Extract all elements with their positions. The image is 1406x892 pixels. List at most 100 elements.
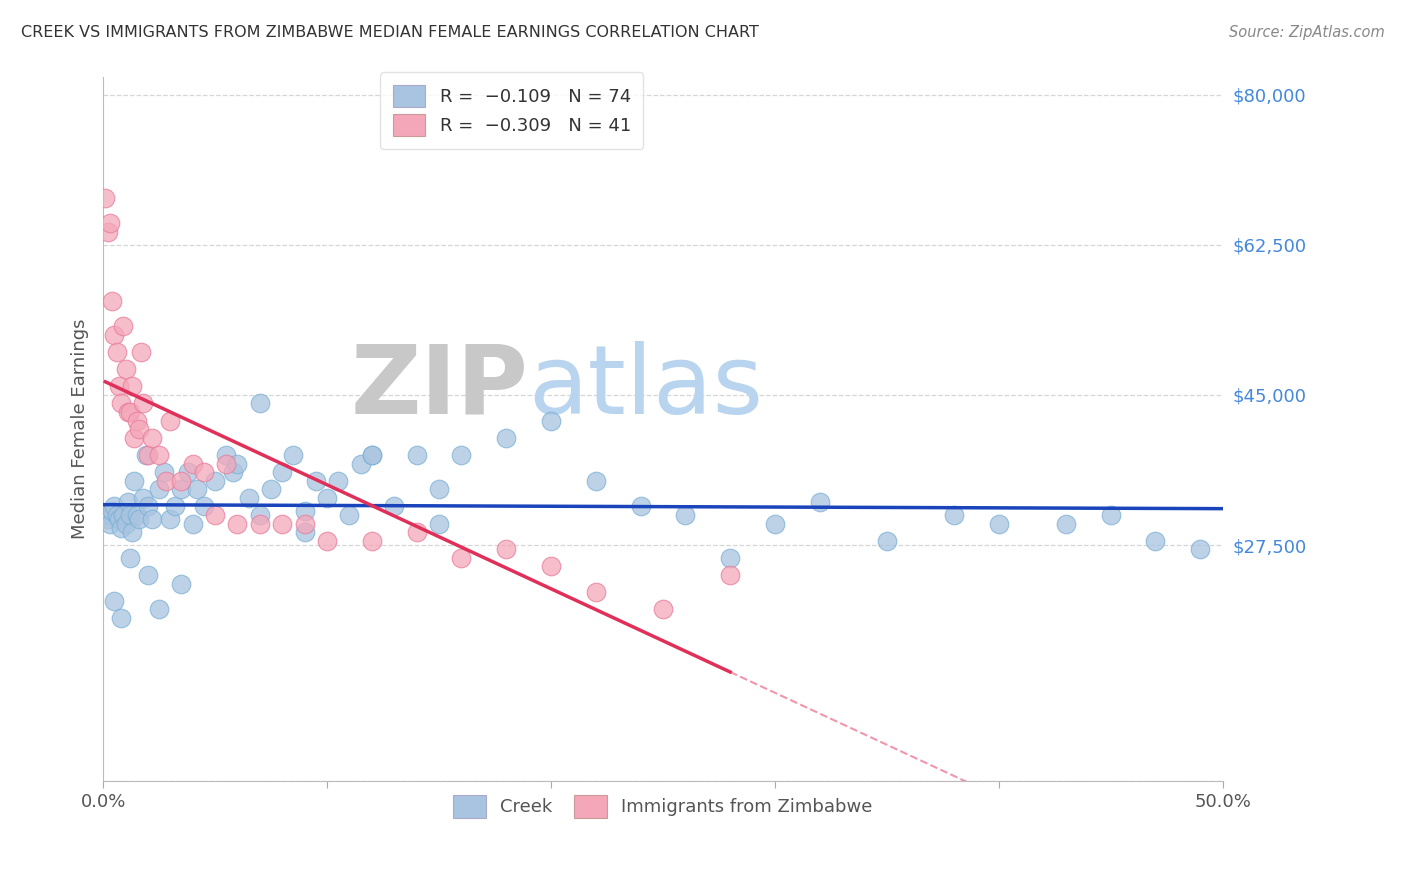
Point bbox=[450, 550, 472, 565]
Point bbox=[1189, 542, 1212, 557]
Point bbox=[132, 491, 155, 505]
Point bbox=[495, 542, 517, 557]
Point bbox=[148, 602, 170, 616]
Point bbox=[124, 431, 146, 445]
Point bbox=[495, 431, 517, 445]
Point bbox=[121, 379, 143, 393]
Point bbox=[112, 508, 135, 522]
Point bbox=[204, 508, 226, 522]
Point bbox=[360, 448, 382, 462]
Point bbox=[339, 508, 361, 522]
Point bbox=[808, 495, 831, 509]
Point bbox=[114, 516, 136, 531]
Point bbox=[226, 457, 249, 471]
Point bbox=[181, 516, 204, 531]
Point bbox=[943, 508, 966, 522]
Point bbox=[110, 611, 132, 625]
Point bbox=[1144, 533, 1167, 548]
Point bbox=[177, 465, 200, 479]
Point bbox=[876, 533, 898, 548]
Point bbox=[260, 483, 283, 497]
Point bbox=[97, 225, 120, 239]
Point bbox=[117, 495, 139, 509]
Point bbox=[328, 474, 350, 488]
Point bbox=[249, 508, 271, 522]
Point bbox=[105, 345, 128, 359]
Point bbox=[159, 414, 181, 428]
Text: ZIP: ZIP bbox=[350, 341, 529, 434]
Point bbox=[101, 504, 124, 518]
Point bbox=[155, 474, 177, 488]
Point bbox=[141, 431, 163, 445]
Point bbox=[294, 525, 316, 540]
Point bbox=[110, 396, 132, 410]
Point bbox=[170, 483, 193, 497]
Point bbox=[271, 465, 294, 479]
Point bbox=[226, 516, 249, 531]
Point bbox=[112, 319, 135, 334]
Point bbox=[97, 512, 120, 526]
Point bbox=[181, 457, 204, 471]
Point bbox=[152, 465, 174, 479]
Point bbox=[630, 500, 652, 514]
Point bbox=[718, 568, 741, 582]
Point bbox=[249, 396, 271, 410]
Point bbox=[763, 516, 786, 531]
Point bbox=[222, 465, 245, 479]
Point bbox=[405, 525, 427, 540]
Point bbox=[105, 508, 128, 522]
Point bbox=[718, 550, 741, 565]
Point bbox=[114, 362, 136, 376]
Point bbox=[316, 491, 339, 505]
Point bbox=[98, 216, 121, 230]
Point bbox=[107, 512, 129, 526]
Point bbox=[585, 474, 607, 488]
Point bbox=[136, 500, 159, 514]
Point bbox=[103, 500, 125, 514]
Point bbox=[98, 516, 121, 531]
Point bbox=[193, 500, 215, 514]
Text: atlas: atlas bbox=[529, 341, 763, 434]
Point bbox=[94, 508, 117, 522]
Point bbox=[249, 516, 271, 531]
Point bbox=[215, 448, 238, 462]
Point bbox=[540, 559, 562, 574]
Point bbox=[405, 448, 427, 462]
Point bbox=[238, 491, 260, 505]
Point bbox=[1099, 508, 1122, 522]
Point bbox=[103, 594, 125, 608]
Point bbox=[135, 448, 157, 462]
Point bbox=[673, 508, 696, 522]
Point bbox=[427, 516, 450, 531]
Point bbox=[159, 512, 181, 526]
Point bbox=[136, 448, 159, 462]
Y-axis label: Median Female Earnings: Median Female Earnings bbox=[72, 319, 89, 540]
Point bbox=[121, 525, 143, 540]
Point bbox=[136, 568, 159, 582]
Point bbox=[283, 448, 305, 462]
Point bbox=[987, 516, 1010, 531]
Point bbox=[294, 504, 316, 518]
Point bbox=[585, 585, 607, 599]
Text: Source: ZipAtlas.com: Source: ZipAtlas.com bbox=[1229, 25, 1385, 40]
Point bbox=[128, 422, 150, 436]
Point bbox=[360, 533, 382, 548]
Point bbox=[193, 465, 215, 479]
Point bbox=[271, 516, 294, 531]
Point bbox=[215, 457, 238, 471]
Point bbox=[117, 405, 139, 419]
Point bbox=[170, 576, 193, 591]
Point bbox=[107, 379, 129, 393]
Point bbox=[450, 448, 472, 462]
Point bbox=[651, 602, 673, 616]
Point bbox=[94, 190, 117, 204]
Point bbox=[186, 483, 208, 497]
Point bbox=[132, 396, 155, 410]
Text: CREEK VS IMMIGRANTS FROM ZIMBABWE MEDIAN FEMALE EARNINGS CORRELATION CHART: CREEK VS IMMIGRANTS FROM ZIMBABWE MEDIAN… bbox=[21, 25, 759, 40]
Point bbox=[349, 457, 371, 471]
Point bbox=[382, 500, 405, 514]
Point bbox=[170, 474, 193, 488]
Point bbox=[204, 474, 226, 488]
Point bbox=[305, 474, 328, 488]
Point bbox=[141, 512, 163, 526]
